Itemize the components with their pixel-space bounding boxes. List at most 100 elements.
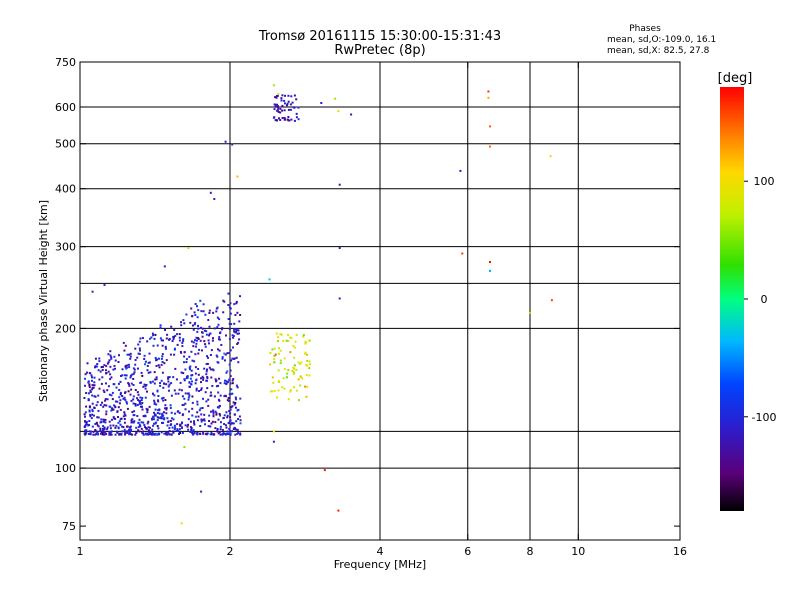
data-point xyxy=(134,404,137,407)
data-point xyxy=(208,334,210,337)
data-point xyxy=(114,359,117,362)
data-point xyxy=(150,336,153,339)
data-point xyxy=(142,337,144,339)
data-point xyxy=(230,323,233,326)
data-point xyxy=(215,412,218,415)
data-point xyxy=(196,411,199,414)
data-point xyxy=(233,413,236,416)
data-point xyxy=(129,433,132,436)
data-point xyxy=(229,302,232,305)
data-point xyxy=(197,337,200,340)
data-point xyxy=(287,108,290,111)
data-point xyxy=(279,107,282,110)
data-point xyxy=(176,428,179,431)
data-point xyxy=(94,423,97,425)
data-point xyxy=(137,367,139,370)
data-point xyxy=(204,343,207,346)
data-point xyxy=(123,396,126,399)
data-point xyxy=(182,372,185,375)
data-point xyxy=(89,391,92,393)
data-point xyxy=(89,413,92,416)
data-point xyxy=(190,350,193,353)
data-point xyxy=(119,380,122,383)
data-point xyxy=(105,410,108,413)
data-point xyxy=(287,369,290,372)
data-point xyxy=(216,316,219,319)
data-point xyxy=(277,107,280,110)
data-point xyxy=(205,333,208,336)
data-point xyxy=(174,334,177,337)
data-point xyxy=(170,382,173,385)
data-point xyxy=(187,247,190,249)
data-point xyxy=(103,284,106,286)
data-point xyxy=(157,400,160,403)
data-point xyxy=(128,366,131,369)
data-point xyxy=(100,432,102,435)
data-point xyxy=(171,430,174,433)
data-point xyxy=(181,432,184,434)
data-point xyxy=(229,430,231,433)
data-point xyxy=(95,365,98,368)
data-point xyxy=(279,333,282,336)
data-point xyxy=(107,385,110,388)
data-point xyxy=(197,415,200,418)
data-point xyxy=(139,425,142,428)
data-point xyxy=(289,108,292,111)
data-point xyxy=(118,396,121,399)
data-point xyxy=(99,370,102,373)
data-point xyxy=(202,397,204,400)
colorbar-ticks: 100 0 -100 xyxy=(744,175,776,424)
data-point xyxy=(204,423,206,426)
data-point xyxy=(217,361,220,364)
data-point xyxy=(231,357,234,360)
data-point xyxy=(163,382,165,385)
data-point xyxy=(191,431,194,434)
data-point xyxy=(133,368,136,371)
data-point xyxy=(272,440,275,443)
data-point xyxy=(122,426,125,429)
data-point xyxy=(123,411,126,414)
data-point xyxy=(205,433,208,436)
data-point xyxy=(111,391,114,394)
x-tick-label: 16 xyxy=(673,545,687,558)
data-point xyxy=(105,372,107,375)
data-point xyxy=(140,421,143,424)
data-point xyxy=(130,419,133,422)
data-point xyxy=(94,365,97,368)
data-point xyxy=(285,376,288,379)
data-point xyxy=(138,418,141,421)
data-point xyxy=(300,361,303,364)
data-point xyxy=(277,369,280,372)
y-tick-label: 75 xyxy=(62,520,76,533)
data-point xyxy=(103,404,106,407)
data-point xyxy=(286,102,289,105)
data-point xyxy=(184,408,187,411)
data-point xyxy=(189,368,191,371)
data-point xyxy=(161,421,163,424)
data-point xyxy=(151,432,154,434)
data-point xyxy=(174,412,177,415)
data-point xyxy=(292,371,295,374)
data-point xyxy=(153,382,156,385)
data-point xyxy=(111,408,114,411)
data-point xyxy=(182,319,185,322)
data-point xyxy=(146,340,149,343)
data-point xyxy=(239,295,241,298)
data-point xyxy=(224,379,226,382)
data-point xyxy=(233,328,235,331)
data-point xyxy=(180,321,182,324)
data-point xyxy=(283,109,286,112)
data-point xyxy=(199,432,202,435)
data-point xyxy=(125,374,128,377)
data-point xyxy=(161,344,164,347)
data-point xyxy=(165,412,168,415)
data-point xyxy=(232,336,235,339)
data-point xyxy=(295,389,298,392)
data-point xyxy=(153,394,156,397)
data-point xyxy=(155,378,158,381)
data-point xyxy=(200,490,203,493)
data-point xyxy=(183,322,186,325)
data-point xyxy=(98,378,101,381)
data-point xyxy=(180,371,183,374)
data-point xyxy=(169,353,172,356)
